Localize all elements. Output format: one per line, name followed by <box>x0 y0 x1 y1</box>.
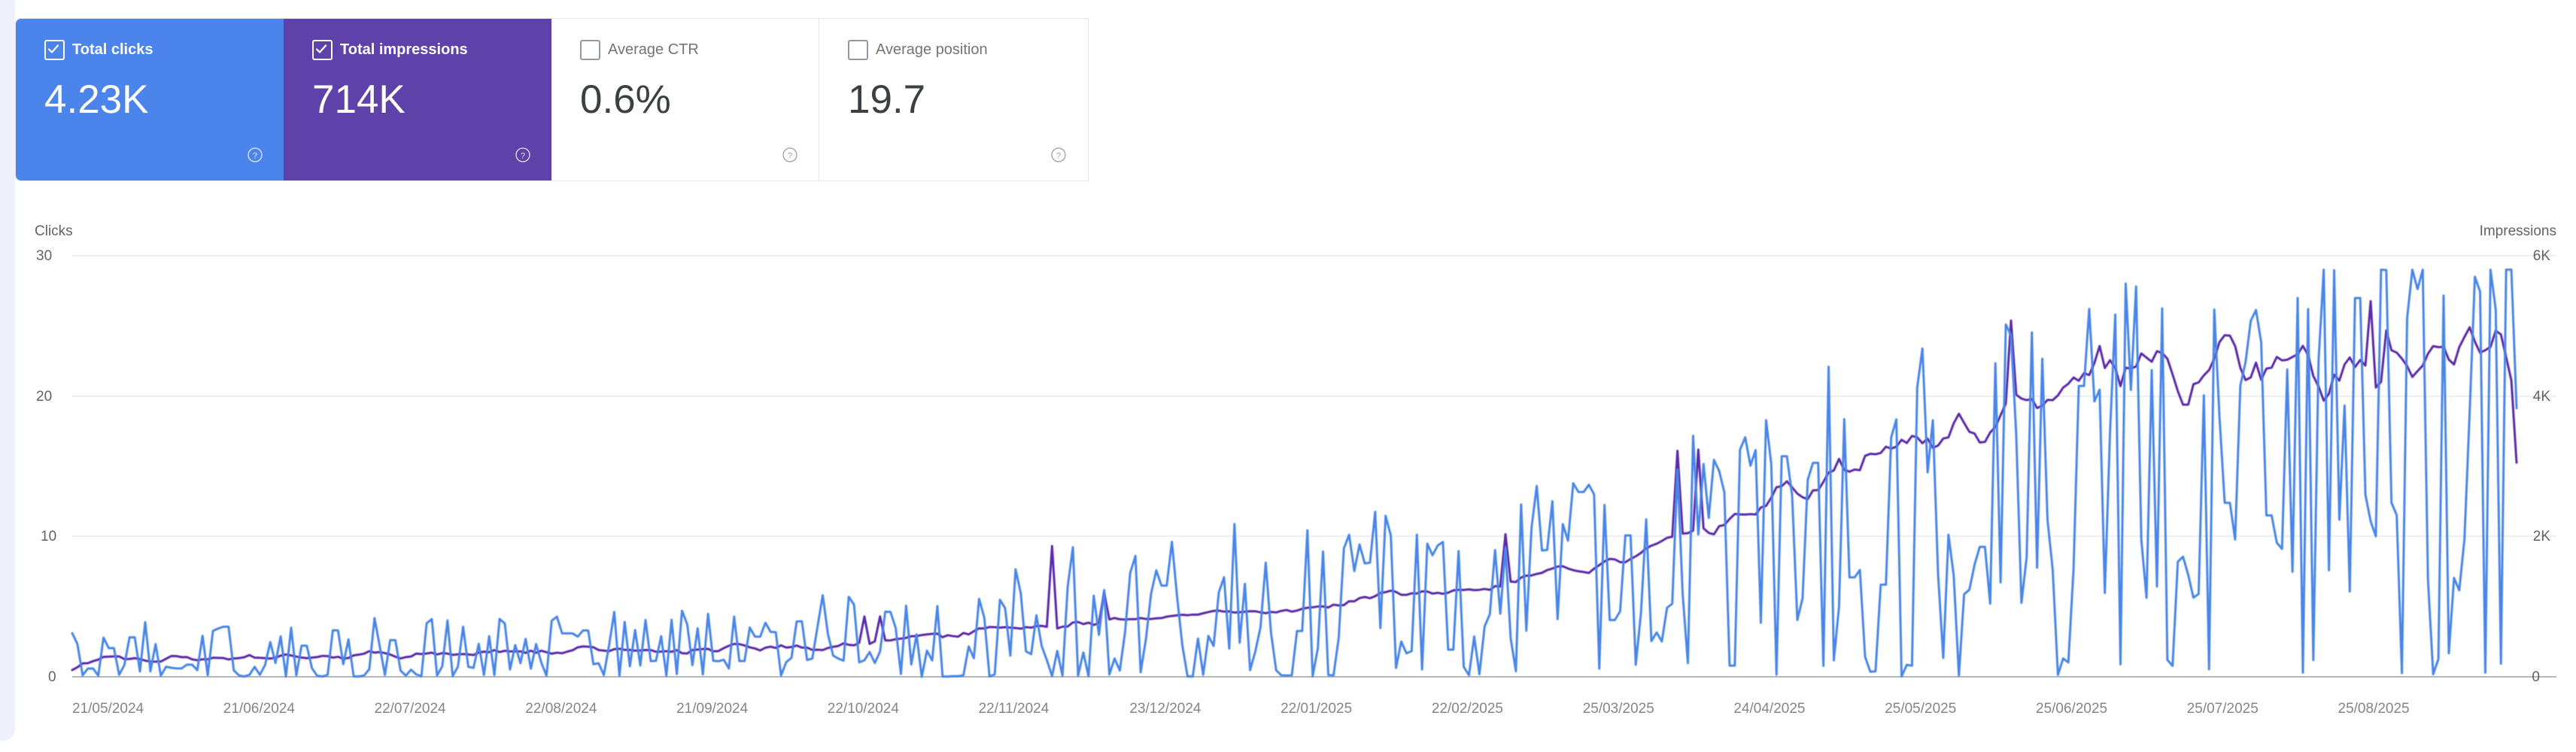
svg-text:?: ? <box>521 152 525 161</box>
svg-text:?: ? <box>1056 152 1061 161</box>
svg-text:?: ? <box>788 152 792 161</box>
svg-text:?: ? <box>253 152 257 161</box>
